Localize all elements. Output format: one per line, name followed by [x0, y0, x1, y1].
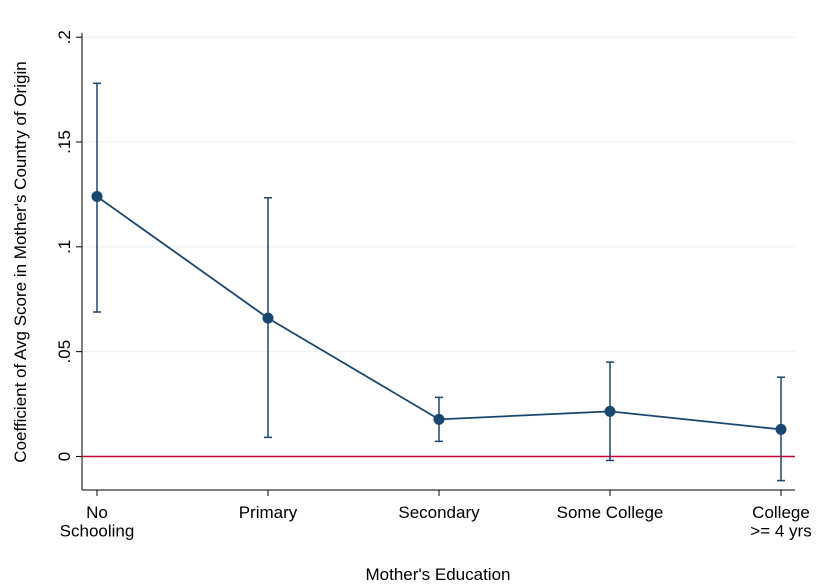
point — [604, 405, 616, 417]
point — [775, 423, 787, 435]
y-axis-title: Coefficient of Avg Score in Mother's Cou… — [11, 61, 30, 462]
y-tick-label: .1 — [55, 240, 74, 254]
y-tick-label: .05 — [55, 340, 74, 364]
y-tick-label: .2 — [55, 30, 74, 44]
x-tick-label: Secondary — [398, 503, 480, 522]
series-line — [96, 195, 782, 431]
x-tick-label: Some College — [557, 503, 664, 522]
point — [91, 191, 103, 203]
x-tick-label: College >= 4 yrs — [750, 503, 811, 541]
y-tick-label: .15 — [55, 130, 74, 154]
x-tick-label: No Schooling — [60, 503, 135, 541]
x-tick-label: Primary — [239, 503, 298, 522]
y-tick-label: 0 — [55, 452, 74, 461]
point — [262, 312, 274, 324]
point — [433, 413, 445, 425]
x-axis-title: Mother's Education — [366, 565, 511, 584]
